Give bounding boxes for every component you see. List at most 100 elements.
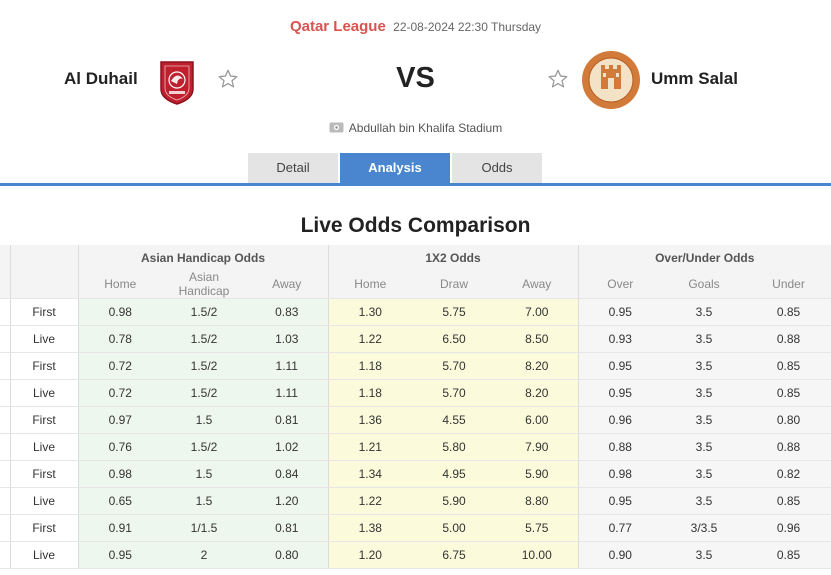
ah-home-odds[interactable]: 0.97 <box>77 406 162 434</box>
ah-away-odds[interactable]: 0.81 <box>246 406 328 434</box>
odds-row[interactable]: Live 0.76 1.5/2 1.02 1.21 5.80 7.90 0.88… <box>0 433 831 461</box>
ah-handicap[interactable]: 1.5/2 <box>162 379 246 407</box>
x12-home-odds[interactable]: 1.20 <box>327 541 412 569</box>
x12-home-odds[interactable]: 1.36 <box>327 406 412 434</box>
x12-draw-odds[interactable]: 4.95 <box>412 460 496 488</box>
ou-goals[interactable]: 3.5 <box>662 541 746 569</box>
ah-handicap[interactable]: 1.5/2 <box>162 352 246 380</box>
odds-row[interactable]: Live 0.78 1.5/2 1.03 1.22 6.50 8.50 0.93… <box>0 325 831 353</box>
odds-row[interactable]: Live 0.65 1.5 1.20 1.22 5.90 8.80 0.95 3… <box>0 487 831 515</box>
x12-draw-odds[interactable]: 4.55 <box>412 406 496 434</box>
x12-draw-odds[interactable]: 6.75 <box>412 541 496 569</box>
ah-handicap[interactable]: 1.5 <box>162 487 246 515</box>
x12-draw-odds[interactable]: 5.70 <box>412 379 496 407</box>
ou-over-odds[interactable]: 0.95 <box>577 352 662 380</box>
ah-away-odds[interactable]: 1.11 <box>246 352 328 380</box>
ou-under-odds[interactable]: 0.88 <box>746 433 831 461</box>
ou-over-odds[interactable]: 0.93 <box>577 325 662 353</box>
ah-handicap[interactable]: 1.5 <box>162 460 246 488</box>
ou-goals[interactable]: 3.5 <box>662 352 746 380</box>
odds-row[interactable]: First 0.91 1/1.5 0.81 1.38 5.00 5.75 0.7… <box>0 514 831 542</box>
ou-goals[interactable]: 3.5 <box>662 406 746 434</box>
ou-over-odds[interactable]: 0.77 <box>577 514 662 542</box>
x12-draw-odds[interactable]: 6.50 <box>412 325 496 353</box>
ah-away-odds[interactable]: 0.81 <box>246 514 328 542</box>
x12-home-odds[interactable]: 1.34 <box>327 460 412 488</box>
ou-over-odds[interactable]: 0.98 <box>577 460 662 488</box>
ou-under-odds[interactable]: 0.96 <box>746 514 831 542</box>
tab-odds[interactable]: Odds <box>452 153 542 183</box>
ou-goals[interactable]: 3.5 <box>662 460 746 488</box>
ah-home-odds[interactable]: 0.65 <box>77 487 162 515</box>
away-team-name[interactable]: Umm Salal <box>651 69 738 88</box>
ah-away-odds[interactable]: 1.11 <box>246 379 328 407</box>
ah-away-odds[interactable]: 1.03 <box>246 325 328 353</box>
x12-away-odds[interactable]: 8.50 <box>496 325 578 353</box>
ou-under-odds[interactable]: 0.85 <box>746 487 831 515</box>
odds-row[interactable]: Live 0.72 1.5/2 1.11 1.18 5.70 8.20 0.95… <box>0 379 831 407</box>
ou-over-odds[interactable]: 0.88 <box>577 433 662 461</box>
ah-away-odds[interactable]: 1.02 <box>246 433 328 461</box>
x12-away-odds[interactable]: 8.20 <box>496 352 578 380</box>
ah-away-odds[interactable]: 1.20 <box>246 487 328 515</box>
ou-goals[interactable]: 3/3.5 <box>662 514 746 542</box>
tab-detail[interactable]: Detail <box>248 153 338 183</box>
ah-handicap[interactable]: 2 <box>162 541 246 569</box>
x12-draw-odds[interactable]: 5.80 <box>412 433 496 461</box>
x12-draw-odds[interactable]: 5.75 <box>412 298 496 326</box>
x12-away-odds[interactable]: 5.75 <box>496 514 578 542</box>
ou-under-odds[interactable]: 0.85 <box>746 298 831 326</box>
ou-over-odds[interactable]: 0.90 <box>577 541 662 569</box>
league-link[interactable]: Qatar League <box>289 18 386 35</box>
ou-over-odds[interactable]: 0.95 <box>577 487 662 515</box>
ou-under-odds[interactable]: 0.85 <box>746 379 831 407</box>
x12-home-odds[interactable]: 1.18 <box>327 379 412 407</box>
ou-goals[interactable]: 3.5 <box>662 379 746 407</box>
x12-away-odds[interactable]: 5.90 <box>496 460 578 488</box>
ou-goals[interactable]: 3.5 <box>662 325 746 353</box>
x12-away-odds[interactable]: 7.00 <box>496 298 578 326</box>
home-team-name[interactable]: Al Duhail <box>64 69 138 88</box>
ah-away-odds[interactable]: 0.84 <box>246 460 328 488</box>
ah-handicap[interactable]: 1.5 <box>162 406 246 434</box>
ou-goals[interactable]: 3.5 <box>662 298 746 326</box>
odds-row[interactable]: First 0.72 1.5/2 1.11 1.18 5.70 8.20 0.9… <box>0 352 831 380</box>
odds-row[interactable]: First 0.97 1.5 0.81 1.36 4.55 6.00 0.96 … <box>0 406 831 434</box>
x12-away-odds[interactable]: 10.00 <box>496 541 578 569</box>
ah-home-odds[interactable]: 0.78 <box>77 325 162 353</box>
away-team-logo[interactable] <box>581 50 641 110</box>
odds-row[interactable]: Live 0.95 2 0.80 1.20 6.75 10.00 0.90 3.… <box>0 541 831 569</box>
ah-home-odds[interactable]: 0.91 <box>77 514 162 542</box>
ou-under-odds[interactable]: 0.85 <box>746 352 831 380</box>
ou-under-odds[interactable]: 0.85 <box>746 541 831 569</box>
x12-away-odds[interactable]: 7.90 <box>496 433 578 461</box>
ou-under-odds[interactable]: 0.80 <box>746 406 831 434</box>
x12-home-odds[interactable]: 1.38 <box>327 514 412 542</box>
ah-home-odds[interactable]: 0.76 <box>77 433 162 461</box>
x12-away-odds[interactable]: 8.80 <box>496 487 578 515</box>
odds-row[interactable]: First 0.98 1.5/2 0.83 1.30 5.75 7.00 0.9… <box>0 298 831 326</box>
ah-handicap[interactable]: 1/1.5 <box>162 514 246 542</box>
ah-handicap[interactable]: 1.5/2 <box>162 298 246 326</box>
ah-home-odds[interactable]: 0.98 <box>77 460 162 488</box>
ou-over-odds[interactable]: 0.96 <box>577 406 662 434</box>
ah-home-odds[interactable]: 0.72 <box>77 352 162 380</box>
x12-home-odds[interactable]: 1.30 <box>327 298 412 326</box>
home-team-logo[interactable] <box>158 59 196 105</box>
favorite-star-icon-away[interactable] <box>547 68 569 90</box>
x12-away-odds[interactable]: 6.00 <box>496 406 578 434</box>
ou-under-odds[interactable]: 0.88 <box>746 325 831 353</box>
x12-home-odds[interactable]: 1.22 <box>327 487 412 515</box>
x12-home-odds[interactable]: 1.21 <box>327 433 412 461</box>
ou-over-odds[interactable]: 0.95 <box>577 379 662 407</box>
x12-home-odds[interactable]: 1.18 <box>327 352 412 380</box>
x12-away-odds[interactable]: 8.20 <box>496 379 578 407</box>
tab-analysis[interactable]: Analysis <box>340 153 450 183</box>
x12-draw-odds[interactable]: 5.90 <box>412 487 496 515</box>
ou-over-odds[interactable]: 0.95 <box>577 298 662 326</box>
ah-handicap[interactable]: 1.5/2 <box>162 433 246 461</box>
ah-home-odds[interactable]: 0.95 <box>77 541 162 569</box>
x12-draw-odds[interactable]: 5.00 <box>412 514 496 542</box>
ou-under-odds[interactable]: 0.82 <box>746 460 831 488</box>
favorite-star-icon-home[interactable] <box>217 68 239 90</box>
